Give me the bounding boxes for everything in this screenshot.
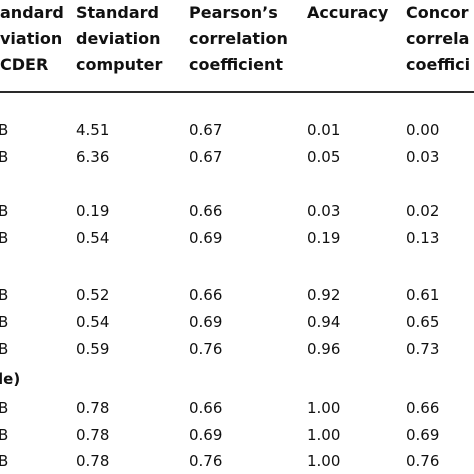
row-3-accuracy: 0.03 [307,202,341,220]
row-2-pearson: 0.67 [189,148,223,166]
row-8-concordance: 0.66 [406,399,440,417]
row-2-sd-computer: 6.36 [76,148,110,166]
row-2-label: B [0,148,9,166]
row-2-concordance: 0.03 [406,148,440,166]
header-col-pearson-line1: Pearson’s [189,3,278,22]
row-6-pearson: 0.69 [189,313,223,331]
row-10-sd-computer: 0.78 [76,452,110,470]
row-1-sd-computer: 4.51 [76,121,110,139]
row-8-pearson: 0.66 [189,399,223,417]
row-3-label: B [0,202,9,220]
row-8-sd-computer: 0.78 [76,399,110,417]
row-1-pearson: 0.67 [189,121,223,139]
row-6-accuracy: 0.94 [307,313,341,331]
row-9-concordance: 0.69 [406,426,440,444]
header-col-concordance-line3: coeffici [406,55,471,74]
header-col-pearson-line3: coefficient [189,55,284,74]
row-8-accuracy: 1.00 [307,399,341,417]
row-6-concordance: 0.65 [406,313,440,331]
row-3-sd-computer: 0.19 [76,202,110,220]
row-9-pearson: 0.69 [189,426,223,444]
row-4-accuracy: 0.19 [307,229,341,247]
header-col-sd-computer: Standard deviation computer [76,0,162,78]
row-7-sd-computer: 0.59 [76,340,110,358]
row-7-accuracy: 0.96 [307,340,341,358]
row-1-label: B [0,121,9,139]
header-col-concordance-line2: correla [406,29,470,48]
row-10-label: B [0,452,9,470]
row-5-pearson: 0.66 [189,286,223,304]
row-5-concordance: 0.61 [406,286,440,304]
row-10-concordance: 0.76 [406,452,440,470]
row-10-accuracy: 1.00 [307,452,341,470]
row-5-label: B [0,286,9,304]
header-rule [0,91,474,93]
row-4-label: B [0,229,9,247]
row-1-concordance: 0.00 [406,121,440,139]
row-1-accuracy: 0.01 [307,121,341,139]
row-5-accuracy: 0.92 [307,286,341,304]
header-col-sd-computer-line2: deviation [76,29,161,48]
row-10-pearson: 0.76 [189,452,223,470]
header-col-concordance: Concor correla coeffici [406,0,470,78]
row-9-sd-computer: 0.78 [76,426,110,444]
section-label: le) [0,370,21,388]
header-col-sd-cder-line3: CDER [0,55,49,74]
row-4-pearson: 0.69 [189,229,223,247]
row-9-accuracy: 1.00 [307,426,341,444]
row-3-pearson: 0.66 [189,202,223,220]
row-5-sd-computer: 0.52 [76,286,110,304]
row-3-concordance: 0.02 [406,202,440,220]
header-col-pearson-line2: correlation [189,29,288,48]
header-col-sd-cder-line1: andard [0,3,64,22]
header-col-sd-cder: andard viation CDER [0,0,64,78]
header-col-concordance-line1: Concor [406,3,469,22]
row-2-accuracy: 0.05 [307,148,341,166]
row-7-concordance: 0.73 [406,340,440,358]
header-col-pearson: Pearson’s correlation coefficient [189,0,288,78]
header-col-accuracy: Accuracy [307,0,388,26]
row-8-label: B [0,399,9,417]
row-4-sd-computer: 0.54 [76,229,110,247]
row-6-sd-computer: 0.54 [76,313,110,331]
row-7-pearson: 0.76 [189,340,223,358]
row-9-label: B [0,426,9,444]
header-col-sd-cder-line2: viation [0,29,63,48]
row-4-concordance: 0.13 [406,229,440,247]
header-col-accuracy-line1: Accuracy [307,3,389,22]
row-6-label: B [0,313,9,331]
header-col-sd-computer-line1: Standard [76,3,159,22]
header-col-sd-computer-line3: computer [76,55,163,74]
row-7-label: B [0,340,9,358]
